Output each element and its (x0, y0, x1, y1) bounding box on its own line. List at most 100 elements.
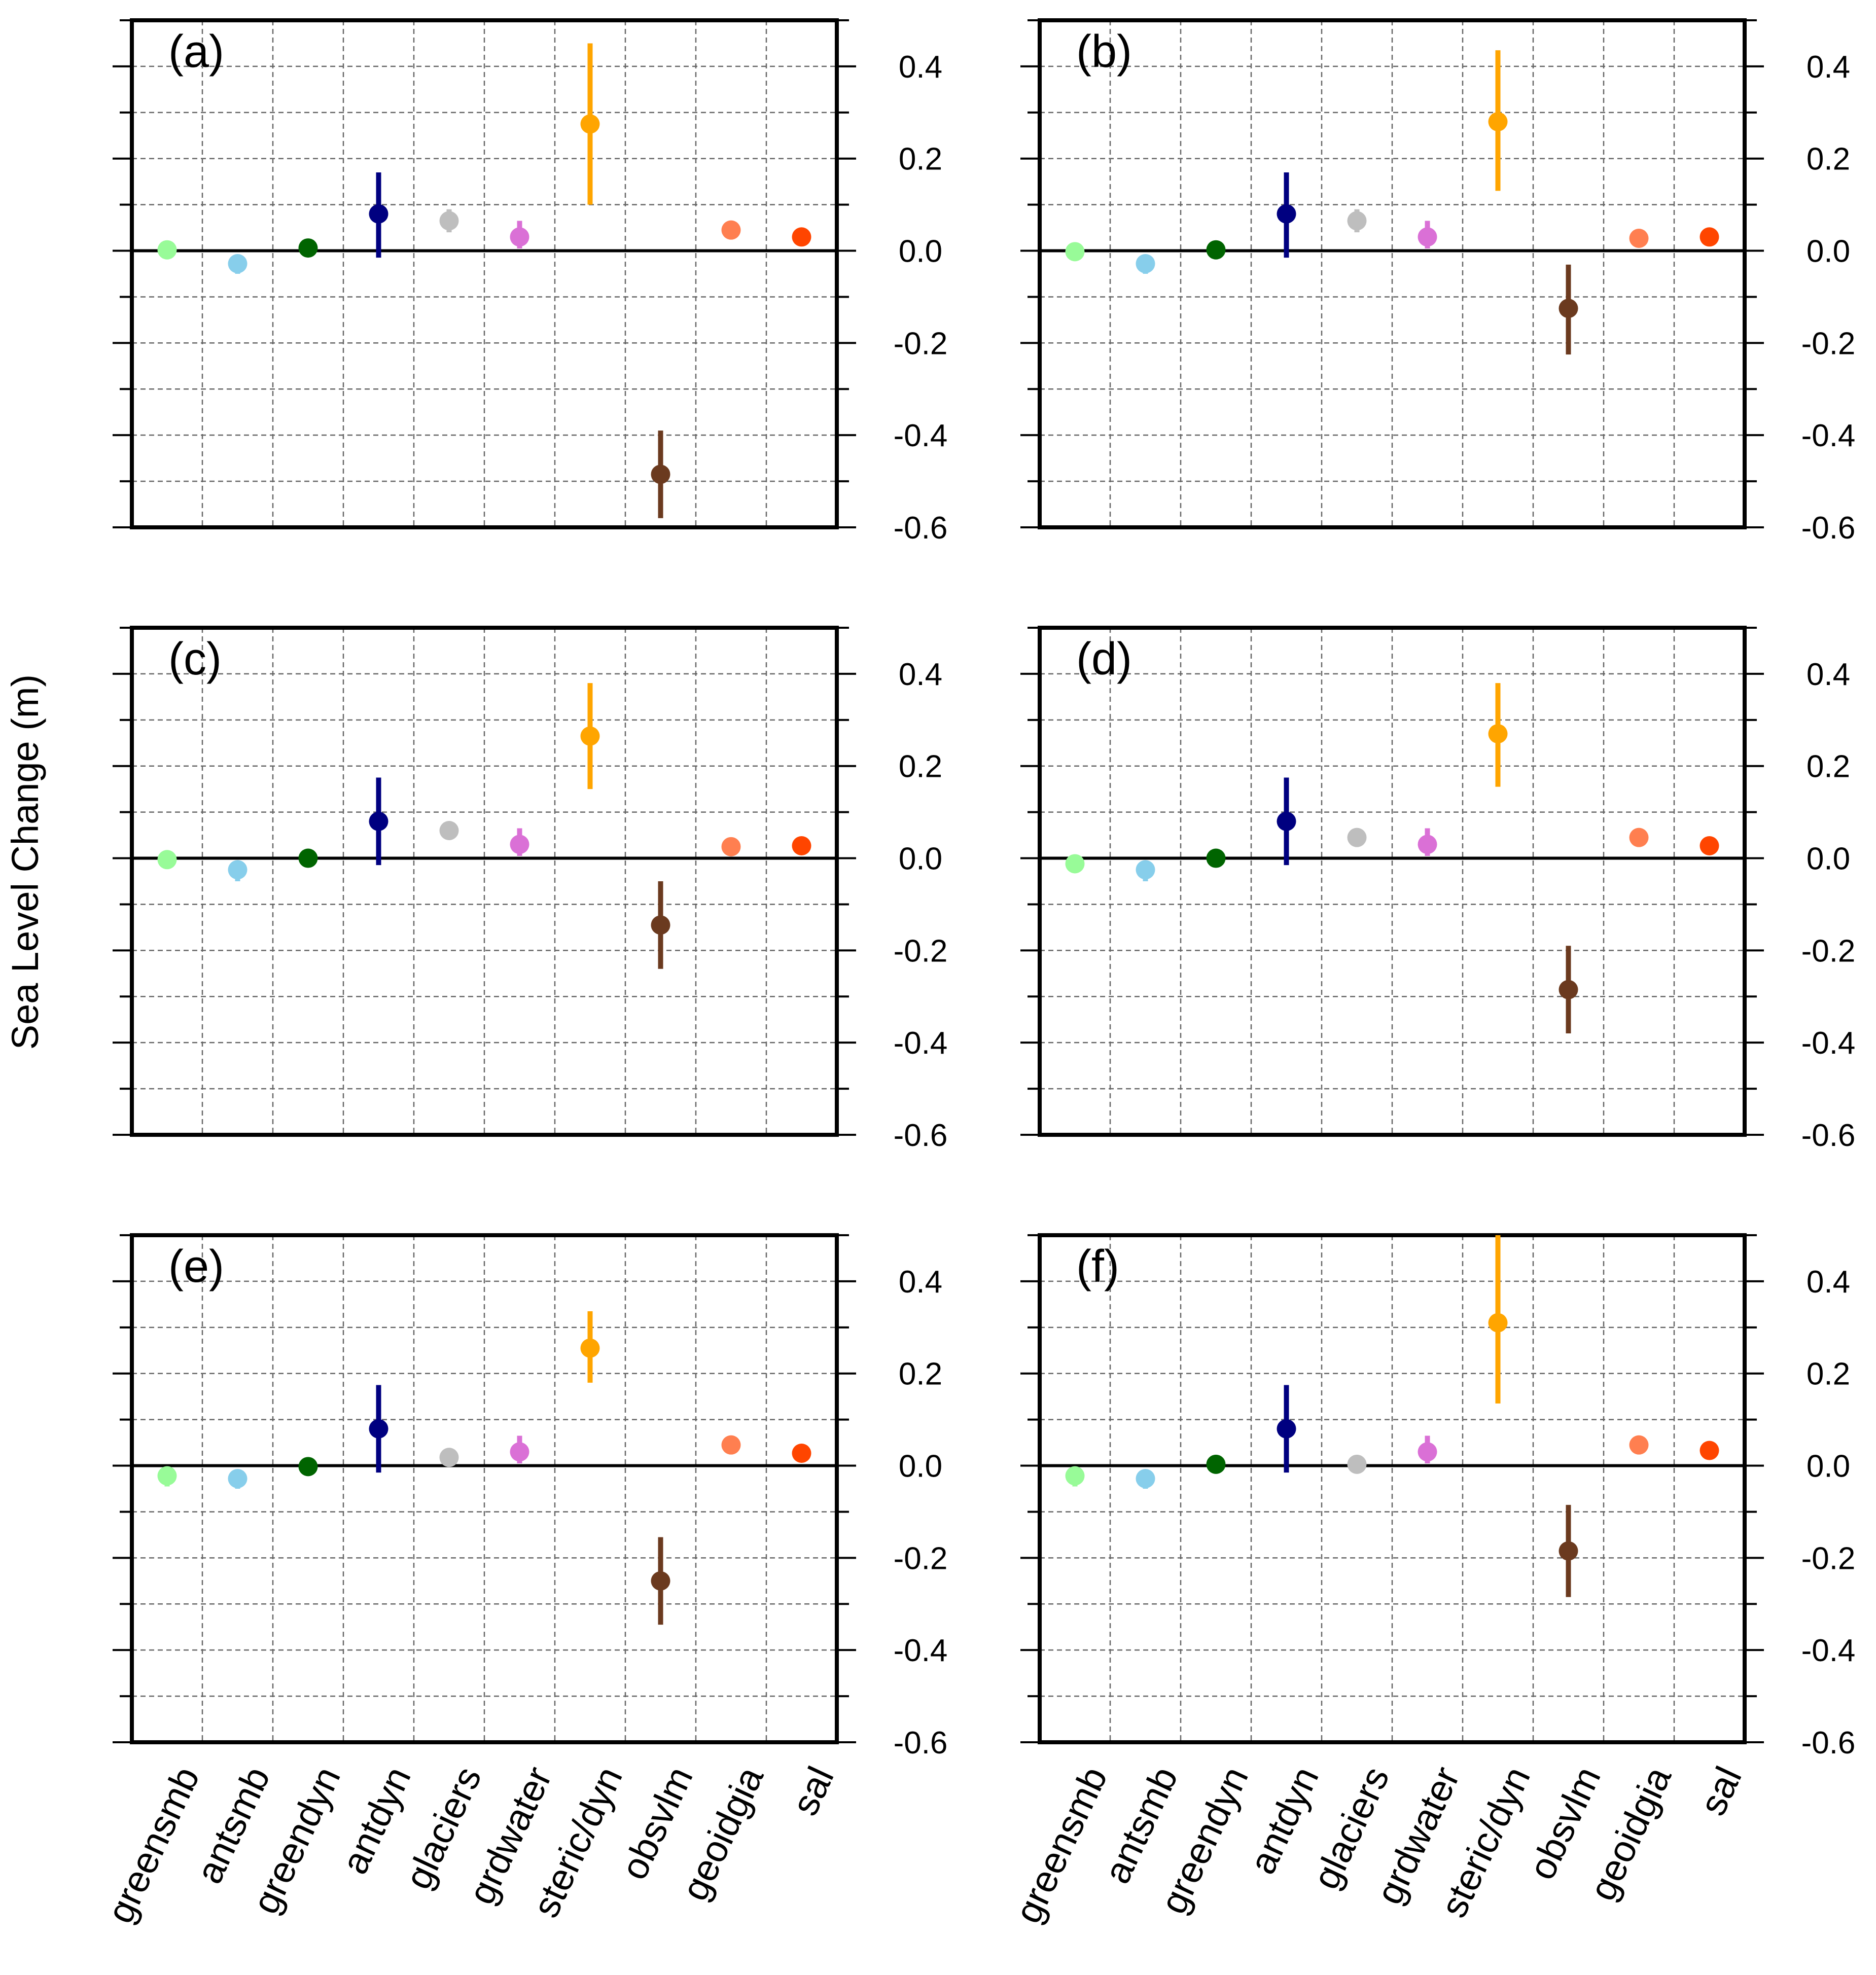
x-tick-label-sal: sal (1691, 1761, 1750, 1822)
y-tick-label: 0.0 (899, 1449, 942, 1484)
panel-label: (e) (168, 1241, 224, 1292)
y-tick-label: 0.2 (1807, 142, 1850, 177)
y-tick-label: 0.2 (899, 749, 942, 784)
x-tick-label-greensmb: greensmb (1007, 1761, 1115, 1929)
point-obsvlm (1559, 980, 1578, 999)
point-antsmb (1136, 254, 1155, 273)
plot-frame (130, 18, 839, 529)
y-tick-label: -0.2 (1801, 933, 1856, 968)
point-steric-dyn (580, 114, 600, 134)
point-glaciers (439, 821, 459, 840)
point-antsmb (228, 1469, 247, 1488)
point-steric-dyn (1488, 1313, 1508, 1333)
y-tick-label: 0.2 (1807, 1357, 1850, 1392)
point-antdyn (369, 204, 388, 224)
point-sal (1700, 836, 1719, 855)
plot-frame (1038, 18, 1747, 529)
panel-label: (c) (168, 634, 222, 685)
y-tick-label: -0.4 (1801, 418, 1856, 453)
point-grdwater (1418, 227, 1437, 247)
y-tick-label: -0.6 (894, 1118, 948, 1153)
point-greendyn (1206, 1454, 1226, 1474)
plot-frame (1038, 1233, 1747, 1744)
panel-a: 0.4 0.2 0.0 -0.2 -0.4 -0.6 (a) (113, 18, 948, 546)
y-tick-label: -0.4 (1801, 1633, 1856, 1668)
y-tick-label: -0.4 (1801, 1026, 1856, 1061)
point-greensmb (1065, 1466, 1085, 1486)
y-tick-label: 0.0 (899, 234, 942, 269)
point-steric-dyn (1488, 724, 1508, 744)
y-tick-label: -0.6 (894, 511, 948, 546)
y-tick-label: 0.4 (899, 657, 942, 692)
point-glaciers (1347, 828, 1367, 847)
y-tick-label: -0.6 (1801, 511, 1856, 546)
panel-label: (d) (1076, 634, 1132, 685)
y-tick-label: -0.6 (894, 1726, 948, 1761)
y-tick-label: -0.2 (894, 1541, 948, 1576)
point-sal (1700, 1441, 1719, 1460)
y-axis-label: Sea Level Change (m) (4, 674, 46, 1050)
point-grdwater (510, 1442, 529, 1462)
y-tick-label: -0.4 (894, 1026, 948, 1061)
point-greensmb (157, 850, 177, 870)
point-antsmb (228, 254, 247, 273)
point-steric-dyn (580, 726, 600, 746)
y-tick-label: -0.2 (1801, 326, 1856, 361)
point-greendyn (298, 848, 318, 868)
panel-e: 0.40.20.0-0.2-0.4-0.6(e)greensmbantsmbgr… (99, 1233, 948, 1929)
y-tick-label: -0.2 (894, 326, 948, 361)
point-grdwater (510, 835, 529, 854)
point-grdwater (1418, 835, 1437, 854)
point-obsvlm (1559, 299, 1578, 318)
y-tick-label: 0.0 (1807, 1449, 1850, 1484)
point-sal (1700, 227, 1719, 247)
point-geoidgia (1629, 828, 1649, 847)
point-antdyn (1277, 204, 1296, 224)
y-tick-label: 0.4 (1807, 1265, 1850, 1300)
y-tick-label: 0.2 (899, 142, 942, 177)
y-tick-label: 0.4 (899, 1265, 942, 1300)
point-greensmb (1065, 854, 1085, 874)
panel-b: 0.4 0.2 0.0 -0.2 -0.4 -0.6 (b) (1020, 18, 1856, 546)
point-sal (792, 1444, 811, 1463)
panel-label: (f) (1076, 1241, 1119, 1292)
panel-label: (b) (1076, 26, 1132, 77)
panel-f: 0.40.20.0-0.2-0.4-0.6(f)greensmbantsmbgr… (1007, 1233, 1856, 1929)
point-geoidgia (721, 220, 741, 240)
point-glaciers (439, 1448, 459, 1467)
y-tick-label: 0.4 (1807, 657, 1850, 692)
point-antdyn (369, 811, 388, 831)
point-grdwater (1418, 1442, 1437, 1462)
point-antdyn (1277, 811, 1296, 831)
point-geoidgia (1629, 1435, 1649, 1455)
point-antsmb (1136, 1469, 1155, 1488)
y-tick-label: 0.0 (1807, 842, 1850, 877)
plot-frame (130, 1233, 839, 1744)
y-tick-label: 0.4 (899, 50, 942, 85)
point-greendyn (1206, 848, 1226, 868)
point-grdwater (510, 227, 529, 247)
point-obsvlm (1559, 1541, 1578, 1561)
y-tick-label: 0.2 (899, 1357, 942, 1392)
y-tick-label: -0.2 (894, 933, 948, 968)
point-greendyn (1206, 240, 1226, 260)
point-glaciers (1347, 211, 1367, 231)
x-tick-label-greensmb: greensmb (99, 1761, 207, 1929)
plot-frame (130, 626, 839, 1137)
y-tick-label: -0.6 (1801, 1118, 1856, 1153)
point-antdyn (1277, 1419, 1296, 1439)
point-geoidgia (721, 1435, 741, 1455)
point-geoidgia (721, 837, 741, 856)
point-glaciers (1347, 1454, 1367, 1474)
y-tick-label: 0.4 (1807, 50, 1850, 85)
point-obsvlm (651, 1571, 670, 1591)
point-greensmb (157, 1466, 177, 1486)
y-tick-label: -0.2 (1801, 1541, 1856, 1576)
point-steric-dyn (580, 1338, 600, 1358)
point-obsvlm (651, 464, 670, 484)
point-glaciers (439, 211, 459, 231)
panel-label: (a) (168, 26, 224, 77)
point-greendyn (298, 1457, 318, 1477)
point-geoidgia (1629, 229, 1649, 248)
